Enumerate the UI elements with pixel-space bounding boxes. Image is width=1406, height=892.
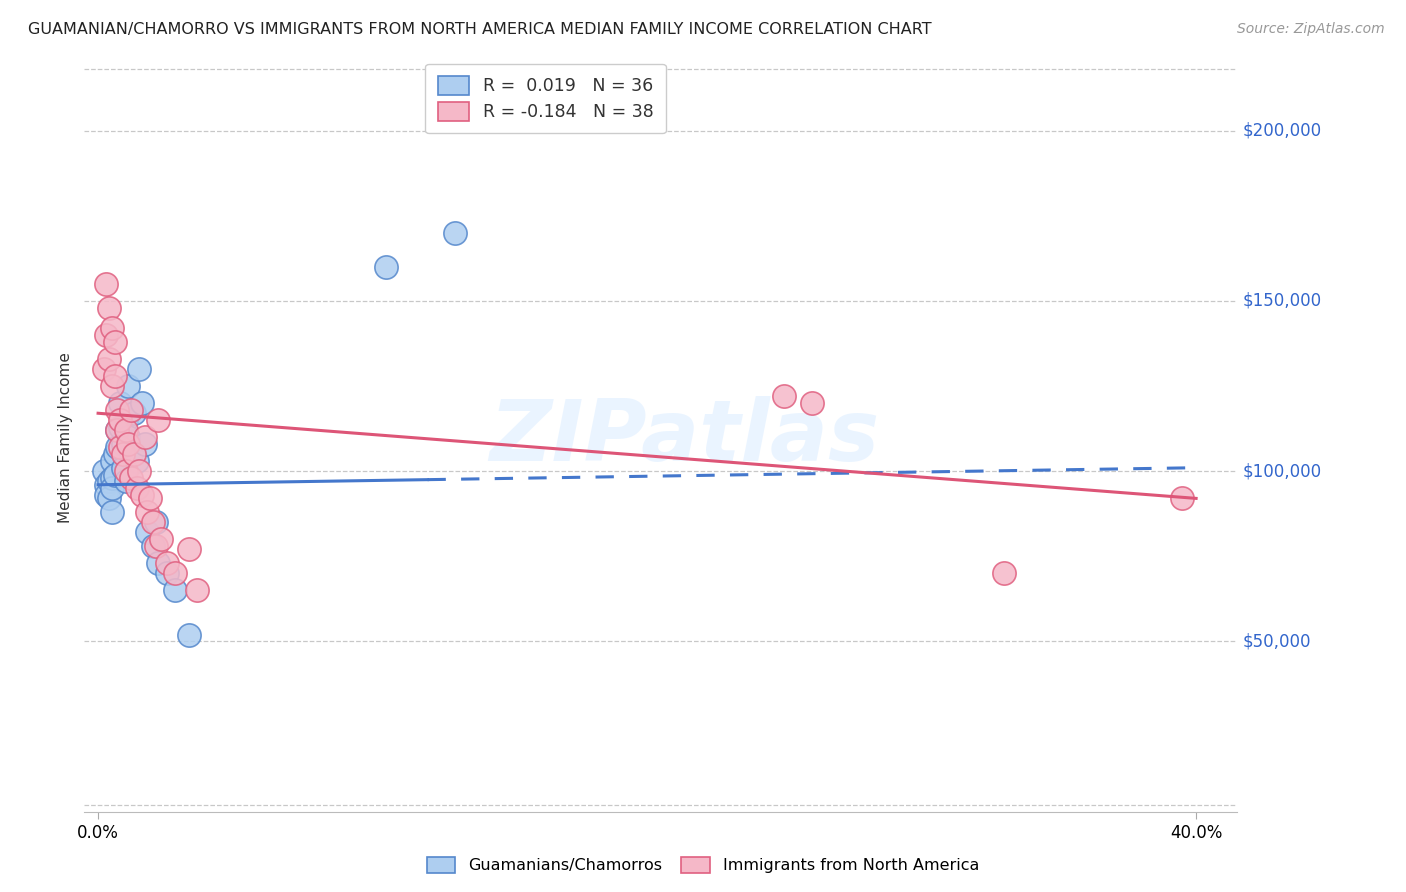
Point [136, 525, 159, 540]
Point [111, 447, 134, 461]
Point [111, 460, 134, 475]
Point [800, 396, 823, 410]
Point [156, 566, 179, 581]
Point [108, 396, 131, 410]
Point [108, 440, 131, 454]
Point [163, 566, 186, 581]
Point [145, 515, 167, 529]
Point [96, 277, 118, 291]
Point [96, 488, 118, 502]
Point [131, 488, 153, 502]
Text: $100,000: $100,000 [1243, 462, 1322, 480]
Point [145, 539, 167, 553]
Point [105, 402, 128, 417]
Point [101, 471, 124, 485]
Point [131, 396, 153, 410]
Point [98, 491, 121, 506]
Point [122, 406, 145, 420]
Point [122, 447, 145, 461]
Point [120, 471, 142, 485]
Point [150, 533, 173, 547]
Point [114, 475, 136, 489]
Text: $200,000: $200,000 [1243, 121, 1322, 139]
Point [103, 447, 125, 461]
Point [148, 413, 170, 427]
Point [105, 423, 128, 437]
Point [101, 505, 124, 519]
Point [1171, 491, 1194, 506]
Point [101, 379, 124, 393]
Point [101, 321, 124, 335]
Point [136, 505, 159, 519]
Point [177, 542, 200, 557]
Point [98, 351, 121, 366]
Text: $50,000: $50,000 [1243, 632, 1312, 650]
Point [105, 440, 128, 454]
Point [134, 437, 156, 451]
Point [96, 477, 118, 491]
Point [128, 362, 150, 376]
Point [108, 420, 131, 434]
Text: GUAMANIAN/CHAMORRO VS IMMIGRANTS FROM NORTH AMERICA MEDIAN FAMILY INCOME CORRELA: GUAMANIAN/CHAMORRO VS IMMIGRANTS FROM NO… [28, 22, 932, 37]
Text: Source: ZipAtlas.com: Source: ZipAtlas.com [1237, 22, 1385, 37]
Point [103, 467, 125, 482]
Point [93, 362, 115, 376]
Point [773, 389, 796, 403]
Point [163, 583, 186, 598]
Point [108, 413, 131, 427]
Point [148, 556, 170, 570]
Legend: Guamanians/Chamorros, Immigrants from North America: Guamanians/Chamorros, Immigrants from No… [420, 850, 986, 880]
Point [125, 481, 148, 495]
Point [96, 327, 118, 342]
Point [105, 423, 128, 437]
Text: ZIPatlas: ZIPatlas [489, 395, 879, 479]
Point [101, 454, 124, 468]
Point [142, 539, 165, 553]
Point [186, 583, 208, 598]
Point [993, 566, 1015, 581]
Y-axis label: Median Family Income: Median Family Income [58, 351, 73, 523]
Point [93, 464, 115, 478]
Text: $150,000: $150,000 [1243, 292, 1322, 310]
Point [103, 334, 125, 349]
Point [128, 464, 150, 478]
Point [125, 454, 148, 468]
Point [117, 430, 139, 444]
Point [139, 491, 162, 506]
Point [103, 368, 125, 383]
Point [444, 226, 467, 240]
Point [117, 437, 139, 451]
Point [120, 447, 142, 461]
Point [117, 379, 139, 393]
Point [114, 413, 136, 427]
Point [120, 402, 142, 417]
Point [98, 475, 121, 489]
Point [142, 515, 165, 529]
Point [177, 627, 200, 641]
Point [134, 430, 156, 444]
Point [375, 260, 398, 274]
Point [98, 301, 121, 315]
Point [156, 556, 179, 570]
Point [114, 423, 136, 437]
Point [114, 464, 136, 478]
Legend: R =  0.019   N = 36, R = -0.184   N = 38: R = 0.019 N = 36, R = -0.184 N = 38 [426, 63, 665, 134]
Point [101, 481, 124, 495]
Point [111, 437, 134, 451]
